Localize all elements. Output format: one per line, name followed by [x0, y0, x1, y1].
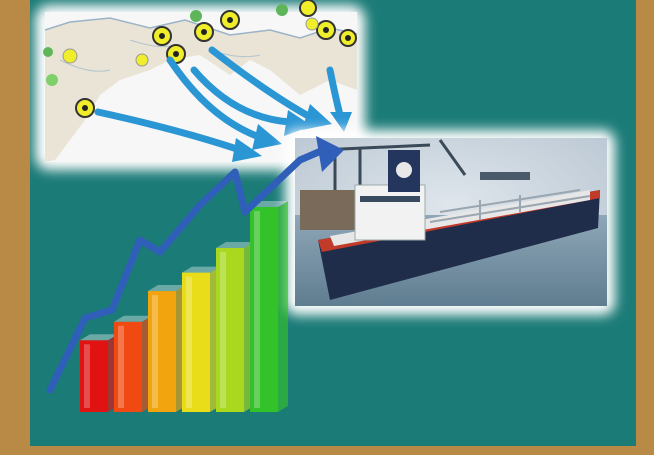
port-marker-dot	[201, 29, 207, 35]
bar-shine	[118, 325, 124, 408]
green-marker	[190, 10, 202, 22]
arrow-head	[302, 104, 332, 130]
bar-top	[80, 334, 118, 341]
bar-shine	[254, 211, 260, 408]
flow-arrow	[94, 108, 244, 154]
bar-top	[148, 285, 186, 292]
teal-panel	[30, 0, 636, 446]
bar-shine	[220, 252, 226, 408]
small-port-marker	[62, 48, 78, 64]
bar-top	[114, 315, 152, 322]
port-marker-dot	[323, 27, 329, 33]
port-marker-dot	[173, 51, 179, 57]
flow-arrow	[190, 66, 294, 126]
bar	[182, 272, 210, 412]
bar-shine	[186, 276, 192, 408]
funnel-logo	[396, 162, 412, 178]
shipping-flow-arrows	[94, 46, 344, 154]
bar	[114, 321, 142, 412]
arrow-head	[284, 110, 312, 136]
bridge-house	[354, 184, 426, 241]
flow-arrow	[166, 56, 266, 142]
bar-side	[278, 201, 288, 412]
distant-ship	[480, 172, 530, 180]
port-marker-dot	[159, 33, 165, 39]
port-markers	[43, 0, 357, 118]
port-marker-dot	[82, 105, 88, 111]
arrow-head	[252, 124, 282, 150]
arrow-head	[232, 138, 262, 162]
port-marker-dot	[345, 35, 351, 41]
bar	[80, 340, 108, 412]
trend-arrow-head	[316, 136, 344, 172]
bar-top	[216, 242, 254, 248]
small-port-marker	[135, 53, 149, 67]
port-marker-dot	[227, 17, 233, 23]
small-port-marker	[305, 17, 319, 31]
arrow-head	[330, 112, 352, 132]
green-marker	[43, 47, 53, 57]
trend-line	[46, 136, 344, 394]
bridge-windows	[360, 196, 420, 202]
land-area	[45, 18, 357, 162]
flow-arrow	[208, 46, 316, 122]
bar-shine	[152, 295, 158, 408]
green-marker	[46, 74, 58, 86]
tanker-hull	[318, 190, 600, 300]
illustration	[35, 0, 615, 412]
port-marker	[299, 0, 317, 17]
pipe	[429, 195, 591, 223]
growth-bar-chart-icon	[80, 201, 288, 412]
arrow-heads	[232, 104, 352, 162]
crane-arm	[438, 139, 467, 176]
green-marker	[276, 4, 288, 16]
bar	[250, 207, 278, 412]
flow-arrow	[326, 66, 344, 119]
trend-line-path	[46, 144, 332, 394]
oil-tanker-icon	[285, 130, 615, 315]
pipe	[439, 189, 581, 213]
bar	[216, 248, 244, 412]
bar-top	[182, 266, 220, 273]
bar-shine	[84, 344, 90, 408]
bar	[148, 291, 176, 412]
dock-structure	[300, 190, 360, 230]
deck-piping	[429, 189, 591, 223]
